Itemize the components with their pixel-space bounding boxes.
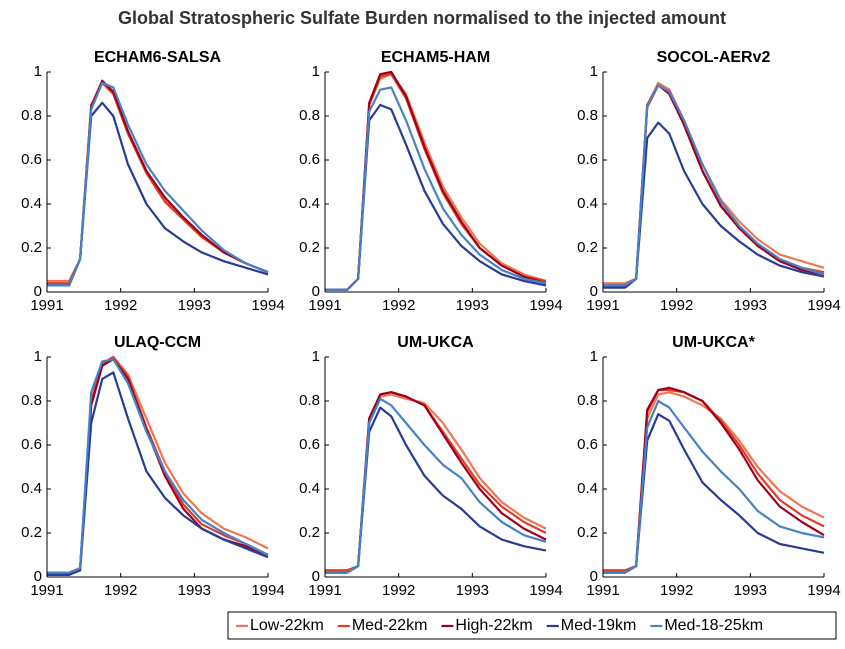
x-tick-label: 1993 (734, 297, 767, 314)
series-line (325, 406, 547, 574)
y-tick-label: 1 (34, 348, 42, 365)
panel-title: ULAQ-CCM (114, 334, 201, 351)
series-line (47, 371, 269, 576)
series-line (47, 355, 269, 574)
x-tick-label: 1993 (456, 582, 489, 599)
y-tick-label: 0.2 (299, 524, 320, 541)
x-tick-label: 1991 (308, 297, 341, 314)
y-tick-label: 0.6 (299, 151, 320, 168)
panel-title: ECHAM5-HAM (381, 49, 490, 66)
series-line (603, 386, 825, 574)
x-tick-label: 1994 (807, 582, 840, 599)
x-tick-label: 1991 (586, 582, 619, 599)
y-tick-label: 1 (312, 348, 320, 365)
x-tick-label: 1991 (586, 297, 619, 314)
y-tick-label: 0.4 (577, 480, 598, 497)
series-line (325, 397, 547, 574)
y-tick-label: 0.6 (577, 436, 598, 453)
y-tick-label: 0.8 (299, 392, 320, 409)
panel-title: ECHAM6-SALSA (94, 49, 222, 66)
y-tick-label: 0.4 (21, 480, 42, 497)
y-tick-label: 0.6 (21, 436, 42, 453)
y-tick-label: 0.8 (577, 392, 598, 409)
y-tick-label: 0.2 (299, 239, 320, 256)
y-tick-label: 0.2 (577, 239, 598, 256)
y-tick-label: 1 (34, 63, 42, 80)
y-tick-label: 0.2 (21, 239, 42, 256)
series-line (603, 399, 825, 574)
x-tick-label: 1993 (178, 582, 211, 599)
x-tick-label: 1992 (660, 582, 693, 599)
series-line (603, 81, 825, 285)
x-tick-label: 1993 (456, 297, 489, 314)
x-tick-label: 1992 (382, 582, 415, 599)
y-tick-label: 0.4 (577, 195, 598, 212)
y-tick-label: 0.2 (577, 524, 598, 541)
y-tick-label: 0.6 (577, 151, 598, 168)
x-tick-label: 1994 (529, 297, 562, 314)
x-tick-label: 1994 (807, 297, 840, 314)
y-tick-label: 0.4 (21, 195, 42, 212)
series-line (47, 358, 269, 574)
y-tick-label: 0.4 (299, 195, 320, 212)
legend-label: Med-22km (352, 617, 428, 634)
series-line (325, 73, 547, 291)
x-tick-label: 1994 (529, 582, 562, 599)
legend-label: Low-22km (250, 617, 324, 634)
legend-label: High-22km (455, 617, 532, 634)
x-tick-label: 1991 (308, 582, 341, 599)
legend-label: Med-19km (561, 617, 637, 634)
y-tick-label: 0.8 (577, 107, 598, 124)
panel-title: UM-UKCA* (672, 334, 755, 351)
series-line (603, 84, 825, 287)
x-tick-label: 1992 (660, 297, 693, 314)
series-line (47, 81, 269, 287)
series-line (603, 413, 825, 574)
y-tick-label: 1 (312, 63, 320, 80)
x-tick-label: 1993 (178, 297, 211, 314)
y-tick-label: 0 (590, 283, 598, 300)
legend-box (227, 611, 837, 640)
y-tick-label: 0 (590, 568, 598, 585)
y-tick-label: 0.8 (21, 107, 42, 124)
x-tick-label: 1991 (30, 297, 63, 314)
x-tick-label: 1992 (382, 297, 415, 314)
x-tick-label: 1992 (104, 297, 137, 314)
y-tick-label: 0.2 (21, 524, 42, 541)
y-tick-label: 0 (312, 283, 320, 300)
y-tick-label: 0.8 (299, 107, 320, 124)
panel-title: SOCOL-AERv2 (657, 49, 771, 66)
x-tick-label: 1992 (104, 582, 137, 599)
y-tick-label: 1 (590, 348, 598, 365)
series-line (603, 391, 825, 572)
y-tick-label: 0.8 (21, 392, 42, 409)
series-line (603, 388, 825, 572)
y-tick-label: 0.6 (299, 436, 320, 453)
y-tick-label: 0 (34, 283, 42, 300)
series-line (325, 70, 547, 291)
panel-title: UM-UKCA (397, 334, 474, 351)
legend-label: Med-18-25km (664, 617, 763, 634)
x-tick-label: 1994 (251, 582, 284, 599)
series-line (47, 358, 269, 576)
y-tick-label: 1 (590, 63, 598, 80)
series-line (325, 391, 547, 574)
figure-title: Global Stratospheric Sulfate Burden norm… (118, 8, 726, 28)
y-tick-label: 0 (312, 568, 320, 585)
series-line (325, 73, 547, 291)
y-tick-label: 0 (34, 568, 42, 585)
x-tick-label: 1991 (30, 582, 63, 599)
x-tick-label: 1993 (734, 582, 767, 599)
y-tick-label: 0.6 (21, 151, 42, 168)
y-tick-label: 0.4 (299, 480, 320, 497)
x-tick-label: 1994 (251, 297, 284, 314)
series-line (325, 86, 547, 291)
